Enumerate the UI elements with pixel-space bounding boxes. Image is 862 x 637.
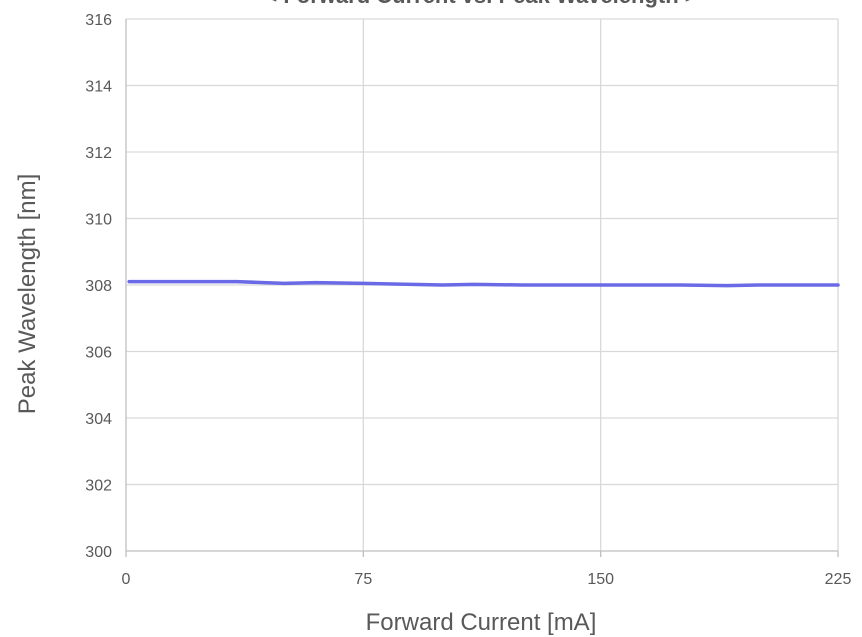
series-layer — [127, 279, 840, 288]
axes — [125, 19, 839, 557]
y-tick-label: 308 — [85, 278, 112, 295]
x-tick-label: 150 — [587, 571, 614, 588]
y-axis-label: Peak Wavelength [nm] — [14, 174, 41, 415]
y-tick-label: 306 — [85, 345, 112, 362]
x-tick-label: 225 — [825, 571, 852, 588]
y-tick-label: 300 — [85, 544, 112, 561]
gridlines — [126, 18, 839, 551]
x-tick-label: 0 — [122, 571, 131, 588]
chart-title: < Forward Current vs. Peak Wavelength > — [264, 0, 697, 8]
y-tick-label: 304 — [85, 411, 112, 428]
y-tick-label: 316 — [85, 12, 112, 29]
tick-labels: 300 302 304 306 308 310 312 314 316 0 75 150 225 — [85, 12, 851, 588]
y-tick-label: 314 — [85, 79, 112, 96]
series-line — [127, 279, 840, 288]
x-tick-label: 75 — [354, 571, 372, 588]
y-tick-label: 302 — [85, 478, 112, 495]
y-tick-label: 312 — [85, 145, 112, 162]
y-tick-label: 310 — [85, 212, 112, 229]
x-axis-label: Forward Current [mA] — [366, 609, 597, 636]
